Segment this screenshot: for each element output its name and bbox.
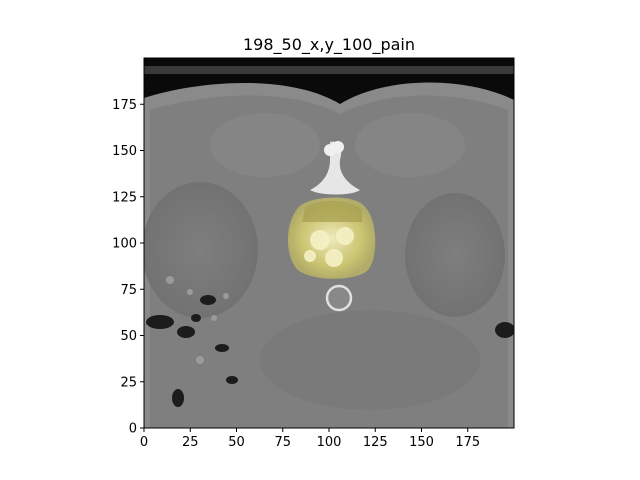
x-tick-label: 0 bbox=[140, 435, 148, 450]
x-tick-label: 125 bbox=[363, 435, 388, 450]
y-tick-label: 75 bbox=[120, 283, 137, 298]
x-tick-label: 75 bbox=[274, 435, 291, 450]
y-tick-label: 50 bbox=[120, 329, 137, 344]
y-tick-label: 25 bbox=[120, 375, 137, 390]
y-tick-label: 0 bbox=[129, 422, 137, 437]
x-tick-label: 50 bbox=[228, 435, 245, 450]
y-axis: 0 25 50 75 100 125 150 175 bbox=[112, 98, 144, 437]
chart-title: 198_50_x,y_100_pain bbox=[243, 35, 415, 55]
x-tick-label: 150 bbox=[409, 435, 434, 450]
y-tick-label: 125 bbox=[112, 190, 137, 205]
y-tick-label: 100 bbox=[112, 237, 137, 252]
ct-image bbox=[144, 58, 514, 428]
x-tick-label: 25 bbox=[182, 435, 199, 450]
x-tick-label: 175 bbox=[455, 435, 480, 450]
x-axis: 0 25 50 75 100 125 150 175 bbox=[140, 428, 480, 450]
y-tick-label: 175 bbox=[112, 98, 137, 113]
y-tick-label: 150 bbox=[112, 144, 137, 159]
x-tick-label: 100 bbox=[317, 435, 342, 450]
